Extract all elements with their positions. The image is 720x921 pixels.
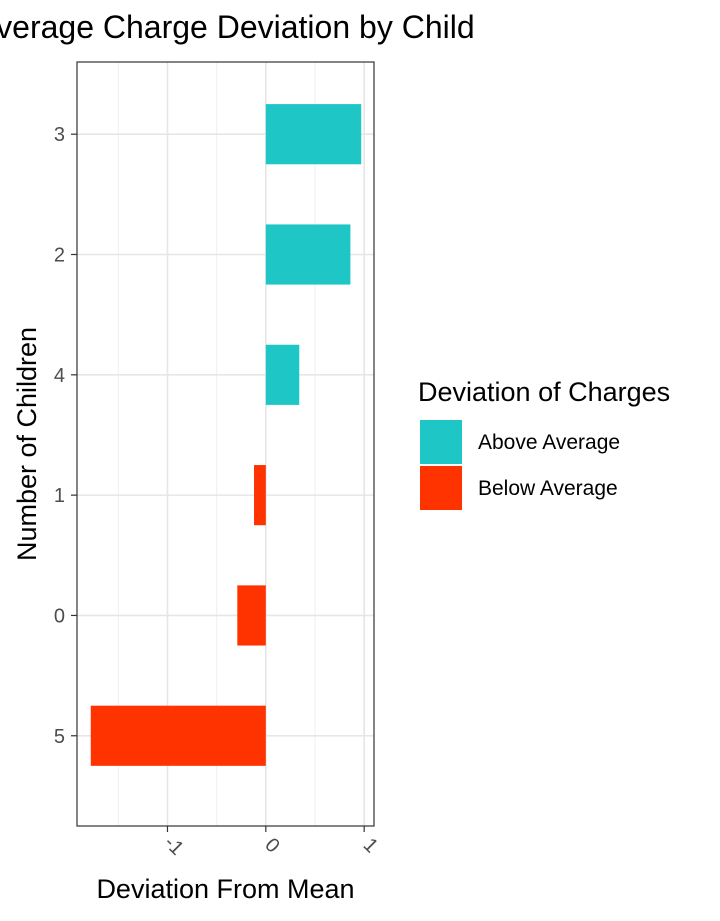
x-tick-label: 1 <box>359 834 382 857</box>
y-axis-title: Number of Children <box>12 327 42 561</box>
legend-title: Deviation of Charges <box>418 377 670 407</box>
bars <box>90 104 362 766</box>
x-axis-title: Deviation From Mean <box>96 874 354 904</box>
bar-1 <box>254 465 266 526</box>
legend-key <box>420 420 462 464</box>
bar-4 <box>265 344 300 405</box>
plot-panel-border <box>76 61 375 827</box>
y-tick-label: 3 <box>54 124 65 146</box>
bar-0 <box>237 585 266 646</box>
legend-label: Above Average <box>478 431 620 454</box>
bar-2 <box>265 224 351 285</box>
chart-title: Average Charge Deviation by Child <box>0 9 475 45</box>
legend-label: Below Average <box>478 477 618 500</box>
y-tick-label: 1 <box>54 485 65 507</box>
bar-5 <box>90 705 266 766</box>
bar-3 <box>265 104 362 165</box>
y-tick-label: 2 <box>54 245 65 267</box>
x-tick-label: 0 <box>260 834 283 857</box>
legend: Deviation of Charges Above Average Below … <box>418 377 670 510</box>
x-tick-label: -1 <box>160 832 188 860</box>
legend-entries: Above Average Below Average <box>420 420 620 510</box>
y-tick-label: 5 <box>54 726 65 748</box>
legend-key <box>420 466 462 510</box>
y-tick-label: 0 <box>54 605 65 627</box>
y-tick-label: 4 <box>54 365 65 387</box>
